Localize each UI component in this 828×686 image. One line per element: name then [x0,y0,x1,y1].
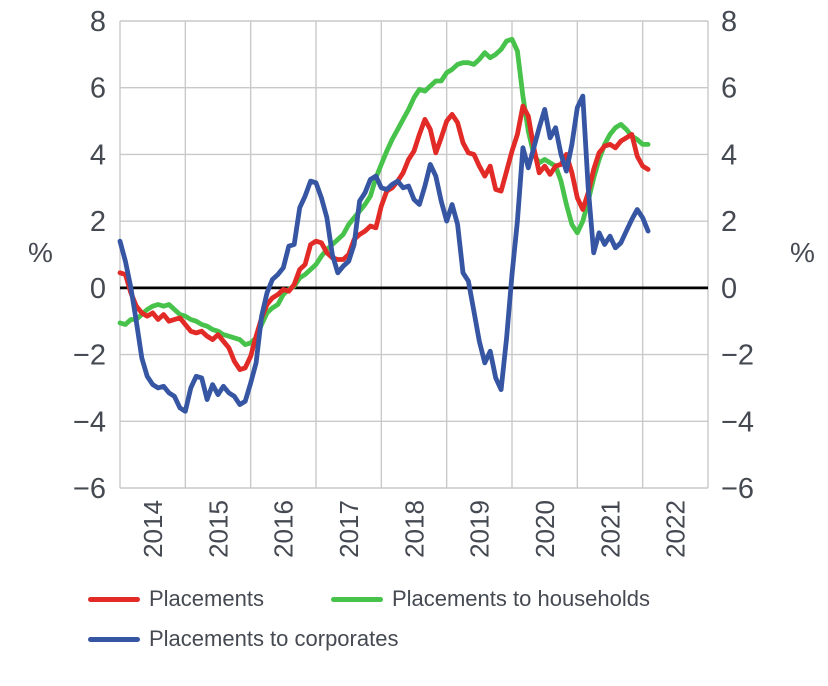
x-tick-label: 2014 [138,500,168,558]
legend-row-1: Placements Placements to households [88,584,828,614]
legend-item-placements-to-households: Placements to households [330,586,651,612]
x-tick-label: 2019 [465,500,495,558]
y-tick-label-left: 8 [90,6,106,38]
y-axis-labels-left: 8 6 4 2 0 −2 −4 −6 [73,6,106,505]
legend-swatch-placements-to-corporates [88,636,140,642]
y-tick-label-left: 6 [90,73,106,105]
chart-canvas: 8 6 4 2 0 −2 −4 −6 8 6 4 2 0 −2 −4 −6 2014 2015 2016 2017… [28,6,815,558]
series-line-placements-to-corporates [117,93,651,414]
y-tick-label-left: −6 [73,473,106,505]
y-tick-label-left: −2 [73,340,106,372]
series-line-placements-to-households [117,36,651,348]
y-tick-label-left: 4 [90,139,106,171]
y-tick-label-right: 6 [721,73,737,105]
plot-gridlines [119,20,709,489]
legend-label-placements: Placements [149,586,264,611]
legend-row-2: Placements to corporates [88,624,828,654]
x-tick-label: 2022 [661,500,691,558]
y-tick-label-left: 0 [90,273,106,305]
legend-item-placements: Placements [88,586,264,612]
percent-label-left: % [28,237,53,268]
series-lines [117,36,651,414]
chart-legend: Placements Placements to households Plac… [0,584,828,654]
x-tick-label: 2017 [334,500,364,558]
series-line-placements [117,103,651,373]
x-axis-labels: 2014 2015 2016 2017 2018 2019 2020 2021 2022 [138,500,691,558]
y-tick-label-right: 4 [721,139,737,171]
y-tick-label-right: −6 [721,473,754,505]
y-tick-label-right: 2 [721,206,737,238]
y-tick-label-left: 2 [90,206,106,238]
legend-item-placements-to-corporates: Placements to corporates [88,626,398,652]
y-tick-label-right: 8 [721,6,737,38]
y-axis-labels-right: 8 6 4 2 0 −2 −4 −6 [721,6,754,505]
legend-label-placements-to-corporates: Placements to corporates [149,626,399,651]
legend-swatch-placements [88,596,140,602]
x-tick-label: 2018 [399,500,429,558]
y-tick-label-left: −4 [73,406,106,438]
x-tick-label: 2020 [530,500,560,558]
x-tick-label: 2016 [269,500,299,558]
percent-label-right: % [790,237,815,268]
legend-label-placements-to-households: Placements to households [391,586,651,611]
y-tick-label-right: 0 [721,273,737,305]
legend-swatch-placements-to-households [330,596,383,602]
y-tick-label-right: −4 [721,406,754,438]
x-tick-label: 2015 [203,500,233,558]
x-tick-label: 2021 [595,500,625,558]
y-tick-label-right: −2 [721,340,754,372]
